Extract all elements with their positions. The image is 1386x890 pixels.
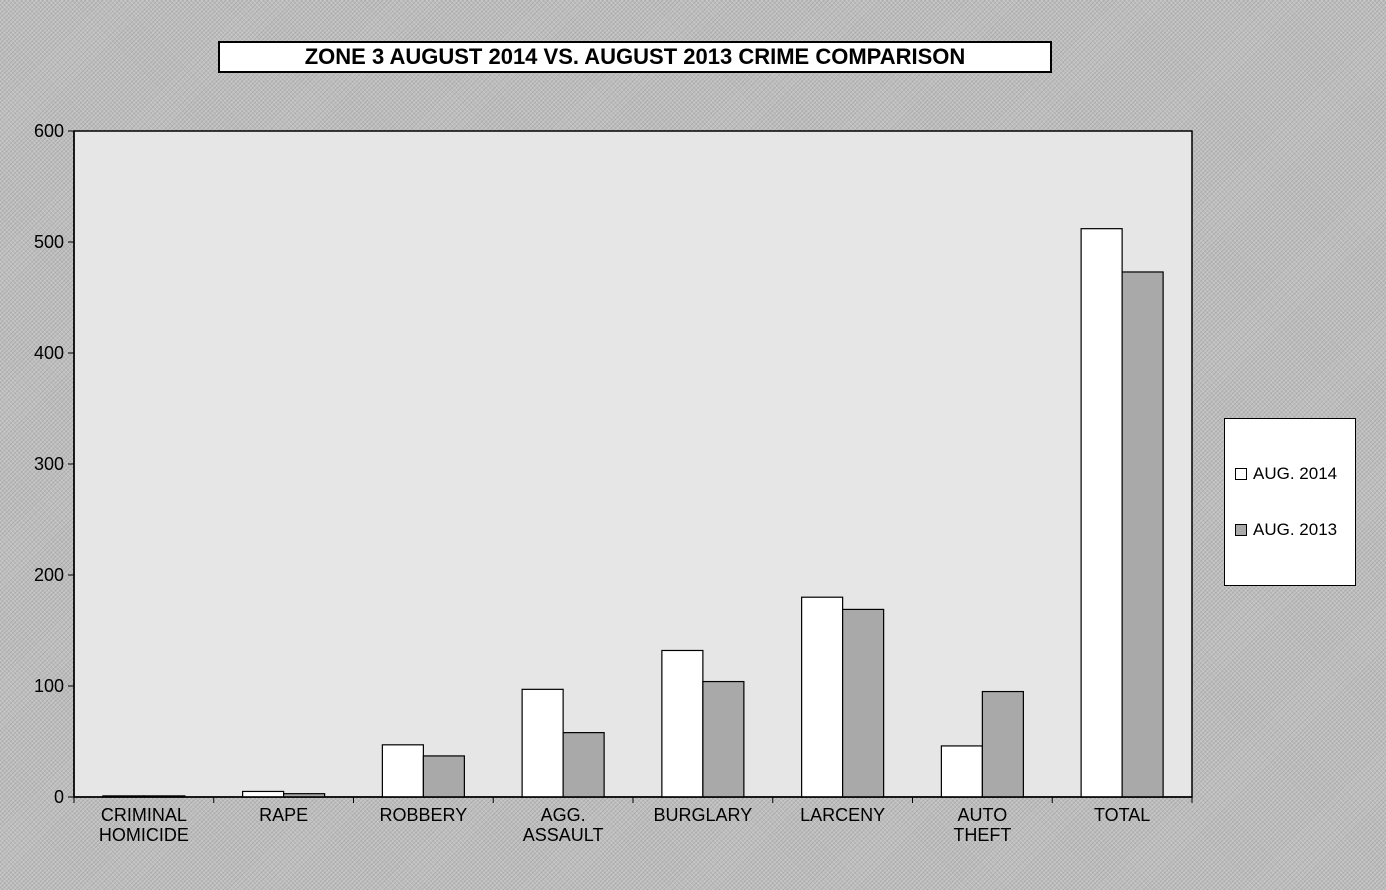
- x-category-label: RAPE: [259, 805, 308, 825]
- y-tick-label: 600: [34, 121, 64, 141]
- y-tick-label: 200: [34, 565, 64, 585]
- bar-aug-2014: [801, 596, 844, 798]
- y-tick-label: 300: [34, 454, 64, 474]
- x-category-label: ROBBERY: [380, 805, 468, 825]
- bar-aug-2013: [422, 755, 465, 798]
- legend-label: AUG. 2013: [1253, 519, 1338, 539]
- bar-aug-2014: [242, 790, 285, 798]
- plot-area: [73, 130, 1193, 798]
- x-category-label: AUTO THEFT: [953, 805, 1011, 845]
- y-axis: 0 100 200 300 400 500 600: [34, 121, 75, 807]
- legend: AUG. 2014 AUG. 2013: [1224, 418, 1356, 586]
- legend-swatch-aug-2014: [1235, 468, 1247, 481]
- bar-aug-2014: [940, 745, 983, 798]
- x-category-label: TOTAL: [1094, 805, 1150, 825]
- x-category-label: CRIMINAL HOMICIDE: [99, 805, 189, 845]
- bar-aug-2014: [661, 649, 704, 798]
- legend-item-aug-2013: AUG. 2013: [1235, 520, 1355, 540]
- bar-aug-2013: [981, 690, 1024, 798]
- y-tick-label: 0: [54, 787, 64, 807]
- bar-aug-2014: [521, 688, 564, 798]
- bar-aug-2013: [1121, 271, 1164, 798]
- y-tick-label: 400: [34, 343, 64, 363]
- bar-aug-2014: [381, 744, 424, 798]
- legend-swatch-aug-2013: [1235, 523, 1247, 536]
- bars-group: [102, 228, 1164, 798]
- x-category-label: LARCENY: [800, 805, 885, 825]
- x-axis: CRIMINAL HOMICIDE RAPE ROBBERY AGG. ASSAULT BU…: [73, 796, 1193, 845]
- bar-aug-2013: [702, 680, 745, 798]
- x-category-label: BURGLARY: [654, 805, 753, 825]
- x-category-label: AGG. ASSAULT: [523, 805, 604, 845]
- bar-aug-2013: [562, 732, 605, 798]
- y-tick-label: 500: [34, 232, 64, 252]
- legend-item-aug-2014: AUG. 2014: [1235, 464, 1355, 484]
- bar-aug-2014: [1080, 228, 1123, 798]
- chart-title: ZONE 3 AUGUST 2014 VS. AUGUST 2013 CRIME…: [218, 41, 1052, 73]
- legend-label: AUG. 2014: [1253, 464, 1338, 484]
- bar-aug-2013: [842, 608, 885, 798]
- y-tick-label: 100: [34, 676, 64, 696]
